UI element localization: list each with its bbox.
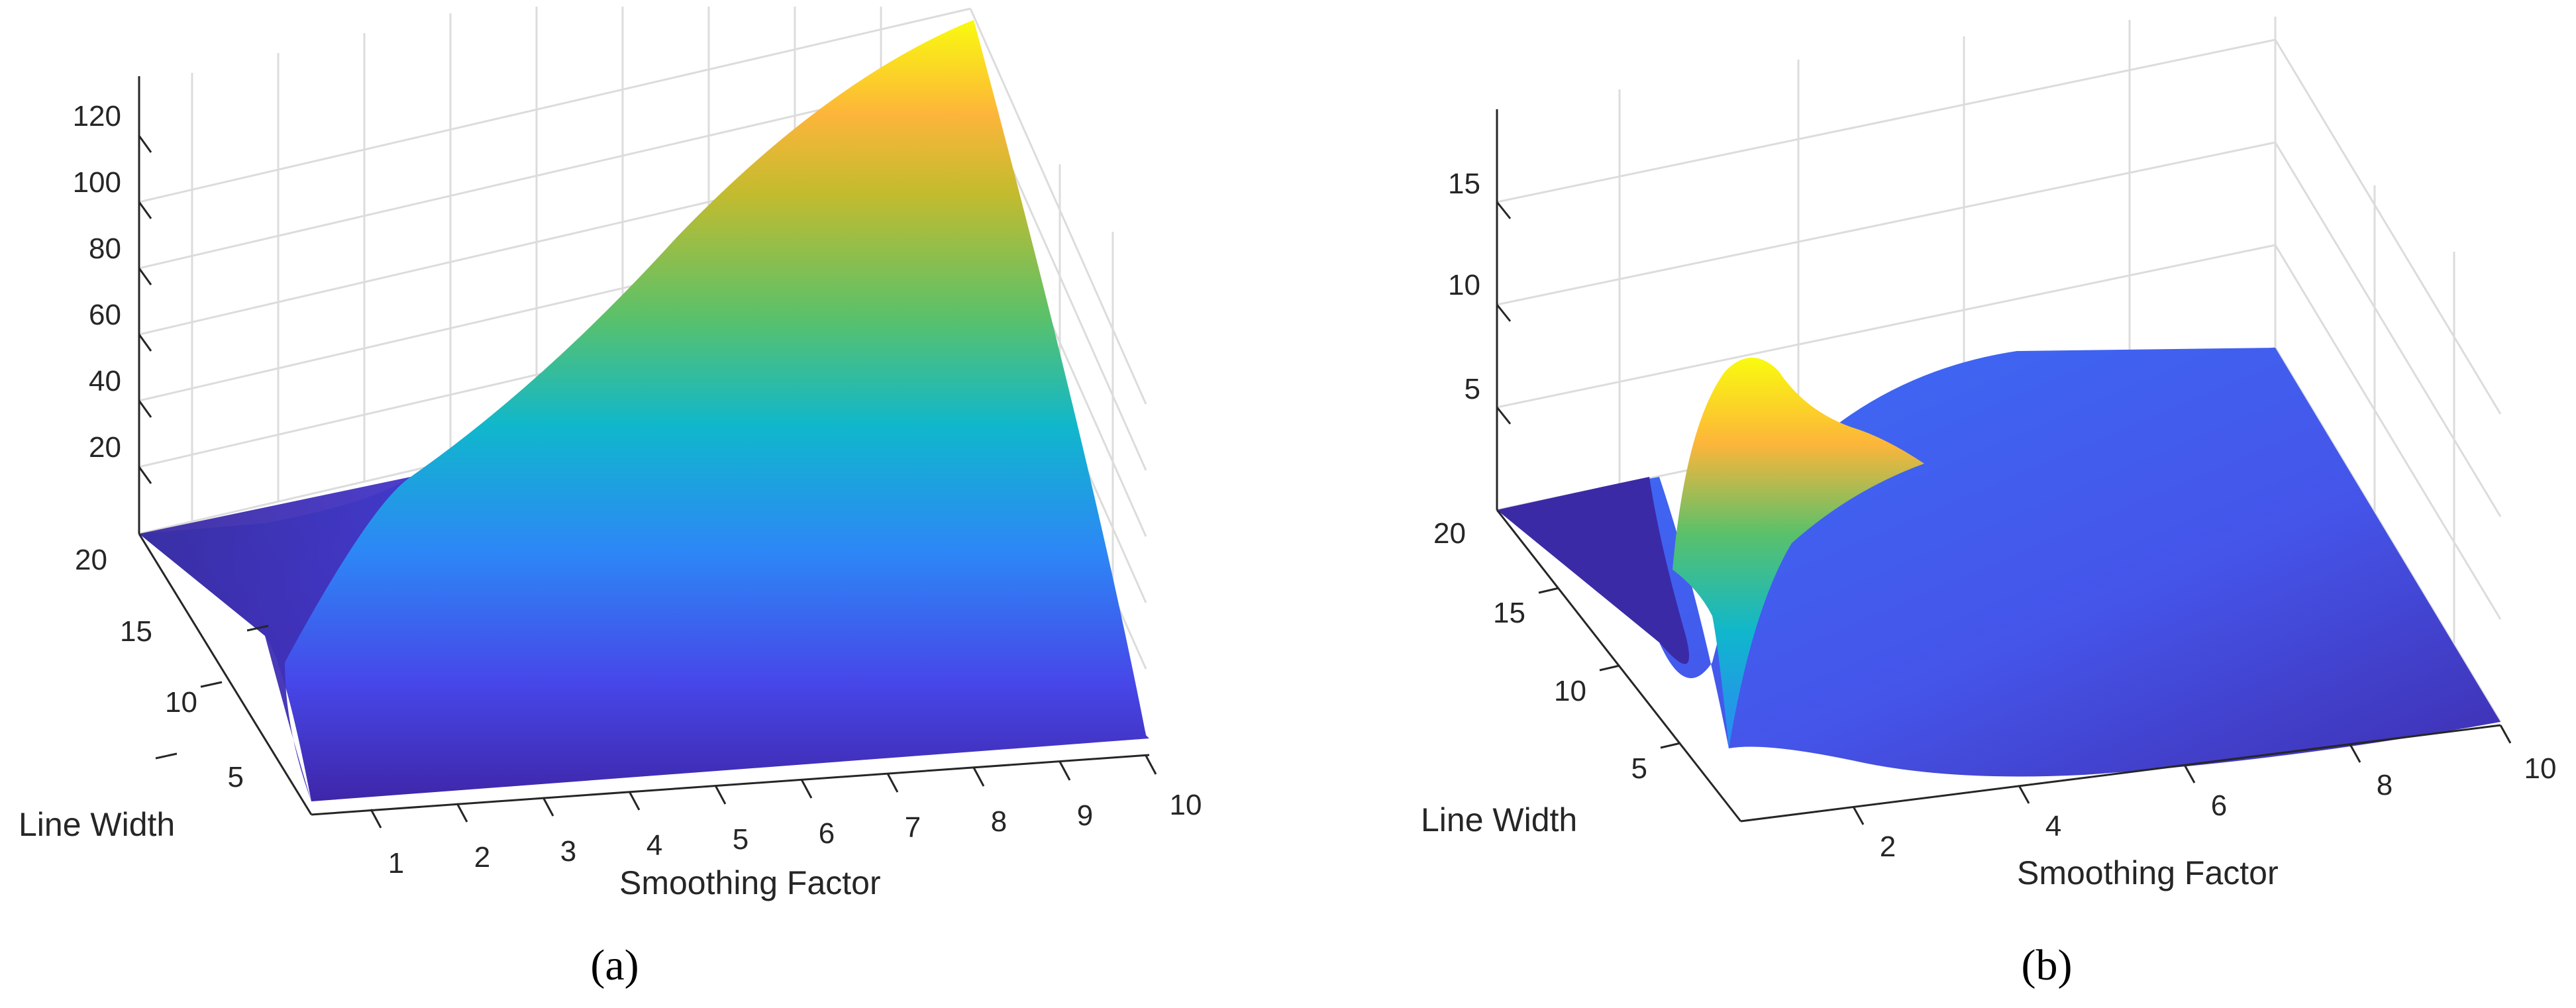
panel-a-x-tick: 6 — [819, 817, 835, 850]
panel-a: 20 40 60 80 100 120 20 15 10 5 1 2 3 4 5 — [19, 7, 1202, 989]
panel-a-x-tick: 2 — [474, 841, 490, 874]
panel-b-x-tick: 8 — [2377, 769, 2393, 801]
panel-b-y-tick: 10 — [1554, 675, 1586, 707]
panel-a-caption: (a) — [590, 941, 639, 989]
panel-a-xlabel: Smoothing Factor — [619, 864, 881, 901]
panel-b-caption: (b) — [2021, 941, 2073, 989]
panel-a-z-tick: 100 — [73, 166, 121, 199]
panel-a-x-tick: 4 — [646, 829, 662, 862]
panel-a-x-tick: 9 — [1077, 799, 1093, 832]
panel-b-y-tick: 15 — [1493, 597, 1525, 629]
panel-b-z-tick: 15 — [1448, 168, 1480, 200]
panel-a-x-ticklabels: 1 2 3 4 5 6 7 8 9 10 — [388, 789, 1202, 880]
panel-a-x-tick: 7 — [905, 811, 921, 844]
panel-a-y-tick: 10 — [165, 686, 197, 719]
panel-b-y-ticklabels: 20 15 10 5 — [1433, 517, 1647, 785]
panel-a-surface — [139, 20, 1149, 801]
panel-b-x-tick: 10 — [2524, 752, 2557, 785]
panel-a-y-ticklabels: 20 15 10 5 — [75, 544, 244, 793]
panel-a-ylabel: Line Width — [19, 806, 175, 843]
panel-b-z-ticklabels: 5 10 15 — [1448, 168, 1480, 405]
panel-b-x-tick: 6 — [2211, 789, 2227, 822]
panel-b-plot: 5 10 15 20 15 10 5 2 4 6 8 10 Line Width — [1421, 17, 2557, 891]
panel-a-z-ticklabels: 20 40 60 80 100 120 — [73, 100, 121, 464]
panel-b-tickmarks — [1496, 201, 2512, 825]
panel-a-z-tick: 80 — [89, 232, 121, 265]
panel-a-x-tick: 5 — [733, 823, 748, 856]
panel-a-z-tick: 20 — [89, 431, 121, 464]
panel-a-z-tick: 60 — [89, 299, 121, 331]
panel-b-surface — [1497, 348, 2500, 777]
panel-a-plot: 20 40 60 80 100 120 20 15 10 5 1 2 3 4 5 — [19, 7, 1202, 901]
panel-b-y-tick: 5 — [1631, 752, 1647, 785]
panel-a-x-tick: 8 — [991, 805, 1007, 838]
panel-a-z-tick: 120 — [73, 100, 121, 132]
panel-b-x-ticklabels: 2 4 6 8 10 — [1880, 752, 2557, 863]
panel-a-axes — [138, 76, 1150, 816]
panel-a-y-tick: 20 — [75, 544, 107, 576]
panel-b-y-tick: 20 — [1433, 517, 1466, 550]
panel-b: 5 10 15 20 15 10 5 2 4 6 8 10 Line Width — [1288, 0, 2576, 1008]
panel-b-ylabel: Line Width — [1421, 801, 1577, 838]
panel-a-x-tick: 10 — [1170, 789, 1202, 821]
panel-b-z-tick: 5 — [1465, 373, 1480, 405]
panel-a-tickmarks — [138, 135, 1157, 829]
panel-a-y-tick: 5 — [228, 761, 244, 793]
panel-a-x-tick: 1 — [388, 847, 404, 880]
panel-a-z-tick: 40 — [89, 365, 121, 397]
panel-b-x-tick: 2 — [1880, 831, 1896, 863]
panel-b-z-tick: 10 — [1448, 269, 1480, 301]
panel-b-xlabel: Smoothing Factor — [2017, 854, 2279, 891]
panel-b-x-tick: 4 — [2045, 810, 2061, 842]
panel-a-x-tick: 3 — [560, 835, 576, 868]
panel-a-y-tick: 15 — [120, 615, 152, 648]
